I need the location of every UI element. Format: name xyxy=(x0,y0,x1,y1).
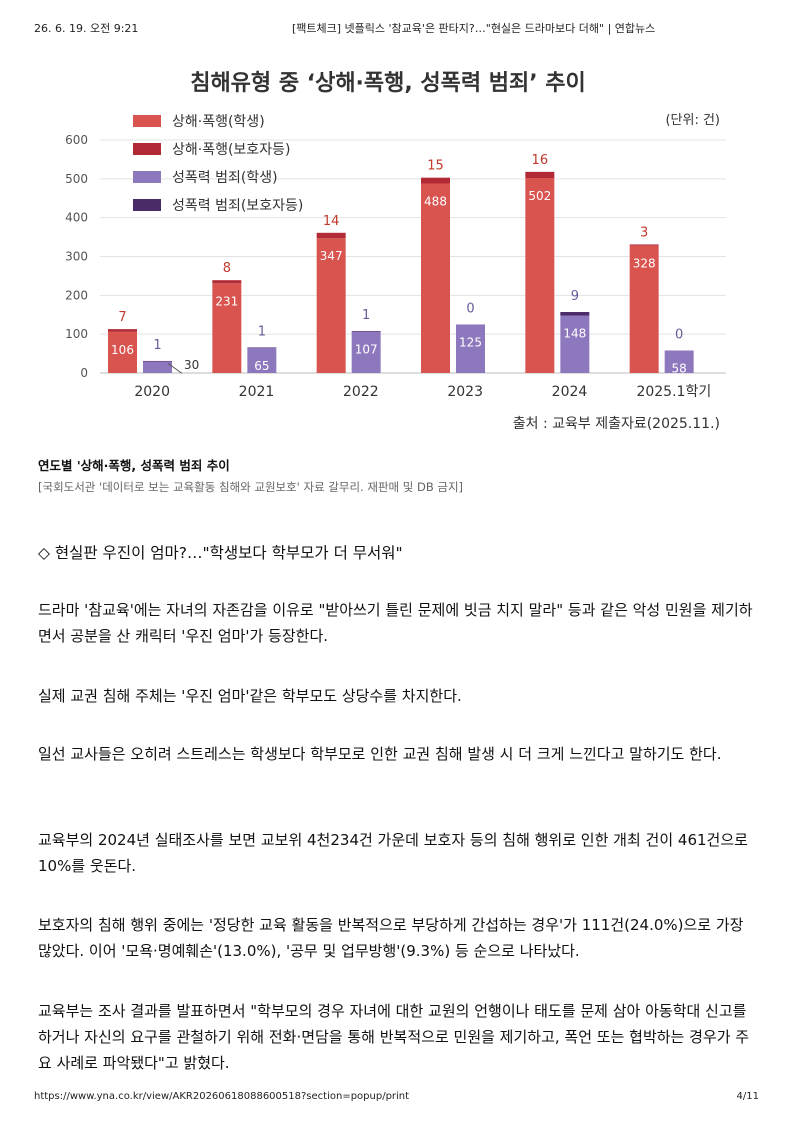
image-credit: [국회도서관 '데이터로 보는 교육활동 침해와 교원보호' 자료 갈무리. 재… xyxy=(38,480,464,494)
bar-segment xyxy=(525,178,555,373)
chart-source: 출처 : 교육부 제출자료(2025.11.) xyxy=(513,416,720,432)
legend-label: 성폭력 범죄(보호자등) xyxy=(172,198,303,214)
y-tick-label: 600 xyxy=(65,133,88,147)
x-tick-label: 2025.1학기 xyxy=(636,384,711,400)
x-tick-label: 2023 xyxy=(447,384,483,400)
legend-swatch xyxy=(133,171,161,183)
chart-image: 침해유형 중 ‘상해·폭행, 성폭력 범죄’ 추이 (단위: 건) 0 100 200 3… xyxy=(38,52,738,442)
legend-swatch xyxy=(133,143,161,155)
x-tick-label: 2024 xyxy=(552,384,588,400)
paragraph: 교육부는 조사 결과를 발표하면서 "학부모의 경우 자녀에 대한 교원의 언행… xyxy=(38,1002,750,1072)
bar-segment xyxy=(316,232,346,239)
data-label: 1 xyxy=(153,338,161,353)
data-label: 231 xyxy=(215,294,238,308)
data-label: 1 xyxy=(258,324,266,339)
bar-segment xyxy=(212,283,242,373)
data-label: 8 xyxy=(223,261,231,276)
bar-segment xyxy=(560,312,590,316)
x-tick-label: 2021 xyxy=(239,384,275,400)
legend-swatch xyxy=(133,115,161,127)
paragraph: 일선 교사들은 오히려 스트레스는 학생보다 학부모로 인한 교권 침해 발생 … xyxy=(38,745,722,763)
data-label: 16 xyxy=(532,153,549,168)
data-label: 0 xyxy=(466,301,474,316)
y-tick-label: 300 xyxy=(65,250,88,264)
y-tick-label: 200 xyxy=(65,288,88,302)
y-tick-label: 400 xyxy=(65,211,88,225)
paragraph: 보호자의 침해 행위 중에는 '정당한 교육 활동을 반복적으로 부당하게 간섭… xyxy=(38,916,744,960)
bar-segment xyxy=(108,331,137,373)
chart-title: 침해유형 중 ‘상해·폭행, 성폭력 범죄’ 추이 xyxy=(190,71,586,96)
data-label: 58 xyxy=(672,361,687,375)
image-caption: 연도별 '상해·폭행, 성폭력 범죄 추이 xyxy=(38,458,230,473)
y-tick-label: 500 xyxy=(65,172,88,186)
data-label: 107 xyxy=(355,342,378,356)
data-label: 328 xyxy=(633,257,656,271)
data-label: 0 xyxy=(675,327,683,342)
y-tick-label: 100 xyxy=(65,327,88,341)
bar-segment xyxy=(421,177,450,184)
data-label: 3 xyxy=(640,225,648,240)
print-url: https://www.yna.co.kr/view/AKR2026061808… xyxy=(34,1091,410,1102)
data-label: 9 xyxy=(571,289,579,304)
bar-segment xyxy=(108,329,137,332)
legend-label: 성폭력 범죄(학생) xyxy=(172,170,278,186)
subheading: ◇ 현실판 우진이 엄마?…"학생보다 학부모가 더 무서워" xyxy=(38,544,403,562)
bar-segment xyxy=(421,183,450,373)
data-label: 65 xyxy=(254,359,269,373)
print-datetime: 26. 6. 19. 오전 9:21 xyxy=(34,22,139,35)
data-label: 488 xyxy=(424,194,447,208)
print-page-number: 4/11 xyxy=(736,1091,759,1102)
bar-segment xyxy=(247,347,277,348)
bar-segment xyxy=(456,324,485,373)
chart-unit-label: (단위: 건) xyxy=(665,113,720,128)
data-label: 125 xyxy=(459,335,482,349)
leader-line xyxy=(167,362,183,374)
data-label: 347 xyxy=(320,249,343,263)
x-tick-label: 2022 xyxy=(343,384,379,400)
data-label: 14 xyxy=(323,214,340,229)
bar-segment xyxy=(560,315,590,373)
data-label: 7 xyxy=(118,310,126,325)
bar-segment xyxy=(525,171,555,179)
paragraph: 교육부의 2024년 실태조사를 보면 교보위 4천234건 가운데 보호자 등… xyxy=(38,831,748,875)
legend-label: 상해·폭행(보호자등) xyxy=(172,142,290,158)
paragraph: 드라마 '참교육'에는 자녀의 자존감을 이유로 "받아쓰기 틀린 문제에 빗금… xyxy=(38,601,753,645)
data-label: 106 xyxy=(111,343,134,357)
legend-swatch xyxy=(133,199,161,211)
data-label: 30 xyxy=(184,358,199,372)
bar-segment xyxy=(143,361,172,373)
bar-segment xyxy=(629,245,659,373)
paragraph: 실제 교권 침해 주체는 '우진 엄마'같은 학부모도 상당수를 차지한다. xyxy=(38,687,462,705)
bar-segment xyxy=(143,360,172,362)
x-tick-label: 2020 xyxy=(134,384,170,400)
data-label: 148 xyxy=(563,327,586,341)
bar-segment xyxy=(351,331,381,332)
bar-segment xyxy=(629,244,659,246)
bar-chart: 침해유형 중 ‘상해·폭행, 성폭력 범죄’ 추이(단위: 건)01002003… xyxy=(65,71,726,432)
legend-label: 상해·폭행(학생) xyxy=(172,114,265,130)
data-label: 502 xyxy=(528,189,551,203)
bar-segment xyxy=(247,347,277,373)
data-label: 15 xyxy=(427,159,444,174)
bar-segment xyxy=(316,238,346,373)
bar-segment xyxy=(351,331,381,373)
bar-segment xyxy=(664,350,694,373)
bar-segment xyxy=(212,280,242,284)
data-label: 1 xyxy=(362,308,370,323)
y-tick-label: 0 xyxy=(80,366,88,380)
print-page-title: [팩트체크] 넷플릭스 '참교육'은 판타지?…"현실은 드라마보다 더해" |… xyxy=(292,22,656,35)
